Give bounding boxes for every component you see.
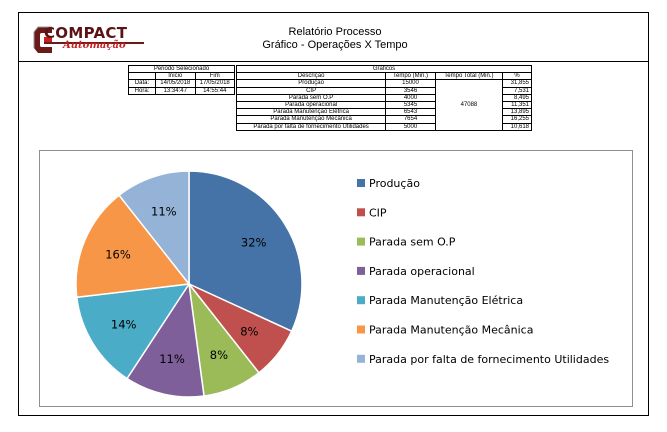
row-pct: 7,531 [502,86,532,95]
compact-logo [32,22,144,58]
row-pct: 13,895 [502,108,532,117]
table-row: Parada sem O.P 4000 8,495 [235,93,532,103]
period-fim: 14:55:44 [194,86,235,95]
tempo-total: 47088 [434,79,504,131]
row-desc: Parada Manutenção Mecânica [235,115,387,124]
row-desc: Parada operacional [235,101,387,110]
period-col-inicio: Inicio [155,72,196,81]
pie-slice-parada-por-falta-de-fornecimento-utilidades [118,170,190,287]
period-fim: 17/05/2018 [194,79,235,88]
row-pct: 11,351 [502,101,532,110]
row-pct: 31,855 [502,79,532,88]
data-label: 8% [210,348,228,362]
data-label: 11% [159,352,185,366]
data-label: 8% [240,325,258,339]
period-row: Data: 14/05/2018 17/05/2018 [128,79,235,88]
row-pct: 8,495 [502,93,532,103]
data-label: 14% [111,317,137,331]
period-table: Periodo Selecionado Inicio Fim Data: 14/… [128,64,235,95]
legend-label: Parada Manutenção Elétrica [369,294,523,307]
report-title: Relatório Processo [288,26,382,38]
row-tempo: 6543 [385,108,436,117]
row-tempo: 5345 [385,101,436,110]
table-row: Parada Manutenção Elétrica 6543 13,895 [235,108,532,117]
col-header: Tempo Total (Min.) [434,72,504,81]
legend-swatch [357,179,365,187]
report-subtitle: Gráfico - Operações X Tempo [262,39,408,51]
legend-label: Parada operacional [369,265,475,278]
legend-swatch [357,237,365,246]
logo-wordmark: COMPACT [44,24,128,42]
legend-swatch [357,354,365,363]
pie-slice-parada-operacional [126,281,205,398]
row-desc: Produção [235,79,387,88]
graficos-title: Graficos [236,64,532,74]
pie-slice-producao [188,170,303,333]
row-desc: CIP [235,86,387,95]
data-label: 11% [151,204,177,218]
legend-swatch [357,325,365,334]
period-corner [128,72,156,81]
row-tempo: 3546 [385,86,436,95]
legend-label: CIP [369,206,387,219]
legend-label: Produção [369,177,420,190]
legend-label: Parada por falta de fornecimento Utilida… [369,353,609,366]
row-tempo: 4000 [385,93,436,103]
period-col-fim: Fim [194,72,235,81]
legend-swatch [357,266,365,275]
row-desc: Parada Manutenção Elétrica [235,108,387,117]
pie-slice-parada-manutencao-mecanica [75,194,191,299]
row-desc: Parada por falta de fornecimento Utilida… [235,122,387,131]
row-pct: 10,618 [502,122,532,131]
legend-label: Parada Manutenção Mecânica [369,324,533,337]
legend-swatch [357,296,365,305]
col-header: % [502,72,532,81]
report-title-block: Relatório Processo Gráfico - Operações X… [200,26,470,52]
col-header: Descrição [235,72,387,81]
row-tempo: 5000 [385,122,436,131]
logo-subtitle: Automação [63,40,126,51]
legend-label: Parada sem O.P [369,236,456,249]
col-header: Tempo (Min.) [385,72,436,81]
table-row: Parada operacional 5345 11,351 [235,101,532,110]
table-row: CIP 3546 7,531 [235,86,532,95]
graficos-table: Graficos Descrição Tempo (Min.) Tempo To… [235,64,532,131]
period-inicio: 14/05/2018 [155,79,196,88]
data-label: 32% [241,236,267,250]
pie-slice-parada-manutencao-eletrica [75,283,191,380]
legend-swatch [357,208,365,217]
row-tempo: 15000 [385,79,436,88]
period-title: Periodo Selecionado [128,64,235,74]
table-row: Produção 15000 47088 31,855 [235,79,532,131]
period-label: Data: [128,79,156,88]
period-inicio: 13:34:47 [155,86,196,95]
pie-chart: 32% 8% 8% 11% 14% 16% 11% Produção CIP Parada sem… [75,170,609,398]
table-row: Parada por falta de fornecimento Utilida… [235,122,532,131]
table-row: Parada Manutenção Mecânica 7654 16,255 [235,115,532,124]
row-tempo: 7654 [385,115,436,124]
data-label: 16% [105,248,131,262]
row-desc: Parada sem O.P [235,93,387,103]
row-pct: 16,255 [502,115,532,124]
header-divider [19,61,648,62]
period-label: Hora: [128,86,156,95]
period-row: Hora: 13:34:47 14:55:44 [128,86,235,95]
